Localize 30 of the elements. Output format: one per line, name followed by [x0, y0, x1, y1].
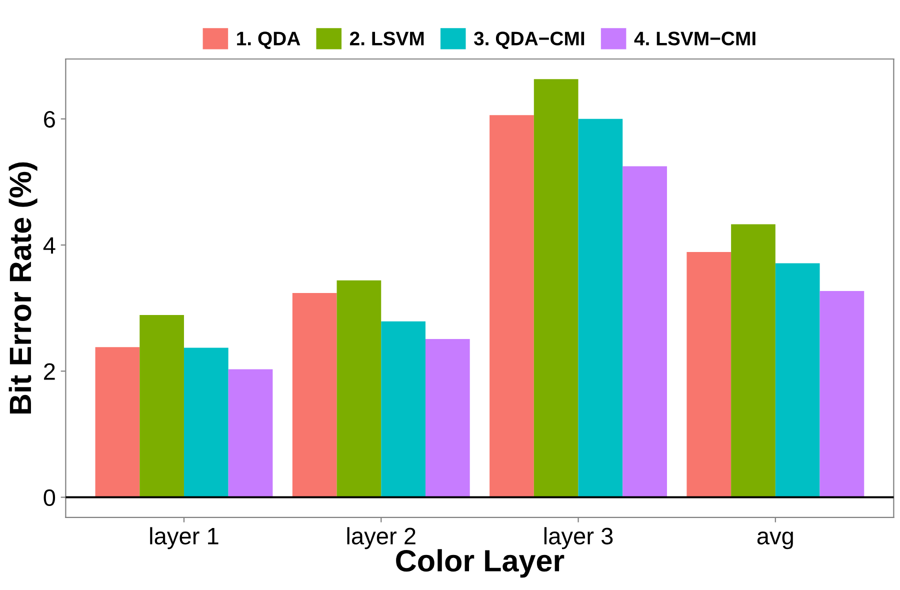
bar: [140, 315, 184, 498]
bar: [578, 118, 623, 498]
bar: [336, 280, 382, 498]
bar: [184, 348, 228, 498]
bar: [534, 79, 578, 498]
legend-label: 4. LSVM−CMI: [634, 32, 756, 46]
bar: [490, 115, 534, 498]
y-tick-label: 2: [44, 363, 55, 380]
y-tick-label: 6: [44, 110, 55, 128]
x-tick-label: layer 2: [347, 527, 416, 550]
legend-label: 3. QDA−CMI: [474, 32, 584, 50]
bar: [622, 166, 667, 498]
y-tick-label: 4: [43, 237, 56, 254]
bar: [228, 369, 273, 498]
bar: [292, 292, 337, 498]
bar: [775, 263, 820, 498]
bar: [95, 347, 140, 498]
legend-label: 2. LSVM: [350, 32, 424, 46]
y-axis-title: Bit Error Rate (%): [8, 162, 38, 414]
x-axis-title: Color Layer: [396, 549, 564, 578]
x-tick-label: layer 3: [544, 527, 613, 550]
bar: [425, 338, 470, 498]
legend-label: 1. QDA: [237, 32, 300, 50]
x-tick-label: avg: [757, 532, 793, 550]
bar: [820, 291, 864, 498]
bar: [686, 252, 732, 498]
bar: [731, 224, 776, 498]
y-tick-label: 0: [44, 489, 56, 506]
bar: [381, 321, 426, 498]
x-tick-label: layer 1: [150, 527, 218, 550]
